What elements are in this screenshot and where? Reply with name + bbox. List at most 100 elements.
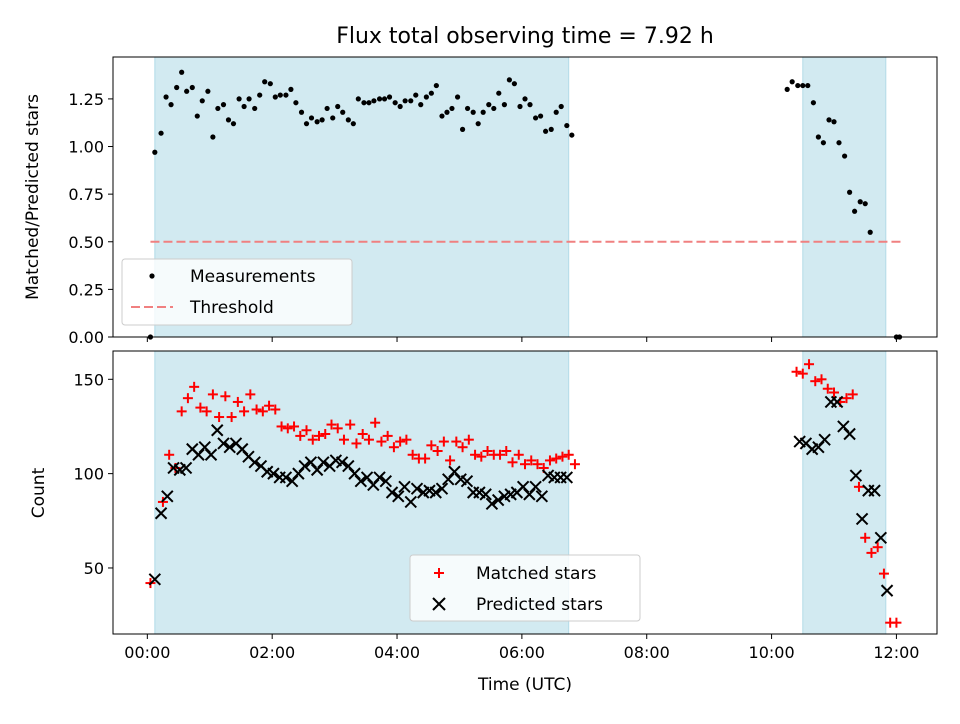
count-points	[145, 359, 902, 628]
matched-point	[289, 421, 300, 432]
predicted-point	[148, 573, 162, 586]
measurement-point	[330, 115, 336, 121]
matched-point	[438, 436, 449, 447]
matched-point	[563, 449, 574, 460]
predicted-point	[211, 424, 224, 437]
predicted-point	[404, 495, 417, 509]
matched-point	[816, 374, 827, 385]
legend-matched-label: Matched stars	[476, 564, 596, 584]
y-tick-label: 50	[84, 559, 104, 578]
measurement-point	[511, 81, 517, 87]
matched-point	[797, 368, 808, 379]
predicted-point	[179, 461, 193, 475]
matched-point	[301, 425, 312, 436]
measurement-point	[826, 117, 832, 123]
predicted-point	[379, 474, 393, 488]
measurement-point	[558, 103, 564, 110]
predicted-point	[373, 471, 386, 484]
matched-point	[476, 451, 487, 462]
predicted-point	[529, 480, 542, 494]
measurement-point	[548, 126, 554, 132]
matched-point	[432, 445, 443, 456]
matched-point	[207, 389, 218, 400]
measurement-point	[392, 100, 398, 106]
measurement-point	[225, 117, 232, 123]
predicted-point	[354, 474, 368, 488]
measurement-point	[335, 103, 341, 110]
predicted-point	[560, 471, 574, 484]
matched-point	[860, 532, 871, 543]
x-tick-label: 08:00	[624, 643, 670, 662]
measurement-point	[241, 103, 247, 110]
measurement-point	[189, 84, 195, 91]
y-tick-label: 150	[73, 370, 104, 389]
predicted-point	[874, 531, 888, 544]
measurement-point	[836, 140, 842, 146]
matched-point	[164, 449, 175, 460]
matched-point	[220, 391, 231, 402]
measurement-point	[522, 96, 528, 102]
predicted-point	[849, 469, 863, 482]
measurement-point	[210, 134, 216, 140]
y-tick-label: 0.75	[68, 185, 104, 204]
bottom-y-ticks: 50 100 150	[73, 370, 113, 578]
measurement-point	[480, 109, 486, 115]
y-tick-label: 0.25	[68, 280, 104, 299]
top-x-ticks	[146, 337, 897, 342]
measurement-point	[805, 82, 811, 89]
matched-point	[320, 429, 331, 440]
measurement-point	[272, 94, 278, 100]
measurement-point	[324, 105, 330, 112]
predicted-point	[392, 490, 405, 503]
measurement-point	[795, 82, 801, 89]
matched-point	[495, 449, 506, 460]
matched-point	[520, 459, 530, 470]
measurement-point	[820, 140, 826, 146]
matched-point	[445, 455, 456, 466]
measurement-point	[345, 117, 351, 123]
measurement-point	[784, 86, 790, 92]
matched-point	[544, 455, 555, 466]
y-tick-label: 0.50	[68, 233, 104, 252]
measurement-point	[496, 90, 502, 96]
predicted-point	[868, 484, 881, 497]
predicted-point	[535, 490, 549, 503]
measurement-point	[857, 199, 863, 205]
measurement-point	[288, 86, 294, 92]
predicted-point	[479, 488, 492, 501]
measurement-point	[152, 149, 158, 155]
matched-point	[822, 383, 833, 394]
measurement-point	[475, 121, 481, 127]
shaded-interval-2	[802, 56, 887, 338]
matched-point	[853, 481, 864, 492]
matched-point	[307, 434, 318, 445]
measurement-point	[538, 113, 544, 119]
predicted-point	[843, 427, 856, 441]
top-legend: Measurements Threshold	[121, 258, 353, 326]
legend-predicted-label: Predicted stars	[476, 595, 603, 615]
measurement-point	[220, 102, 227, 108]
measurement-point	[517, 103, 523, 110]
matched-point	[338, 434, 349, 445]
matched-point	[239, 406, 250, 417]
bottom-legend: Matched stars Predicted stars	[409, 554, 641, 622]
measurement-point	[350, 121, 356, 127]
x-tick-label: 10:00	[749, 643, 795, 662]
bottom-legend-box	[409, 554, 641, 622]
matched-point	[351, 438, 362, 449]
measurement-point	[257, 92, 263, 98]
matched-point	[395, 436, 406, 447]
matched-point	[295, 430, 306, 441]
matched-point	[878, 568, 889, 579]
measurement-point	[252, 105, 258, 112]
measurement-point	[449, 105, 455, 112]
measurement-point	[852, 208, 858, 214]
predicted-point	[435, 482, 449, 495]
matched-point	[214, 412, 225, 423]
measurement-point	[355, 96, 361, 102]
measurement-point	[308, 115, 315, 121]
bottom-x-ticks: 00:00 02:00 04:00 06:00 08:00 10:00 12:00	[124, 634, 919, 662]
measurement-point	[423, 94, 429, 100]
measurement-point	[789, 79, 795, 85]
matched-point	[182, 393, 193, 404]
